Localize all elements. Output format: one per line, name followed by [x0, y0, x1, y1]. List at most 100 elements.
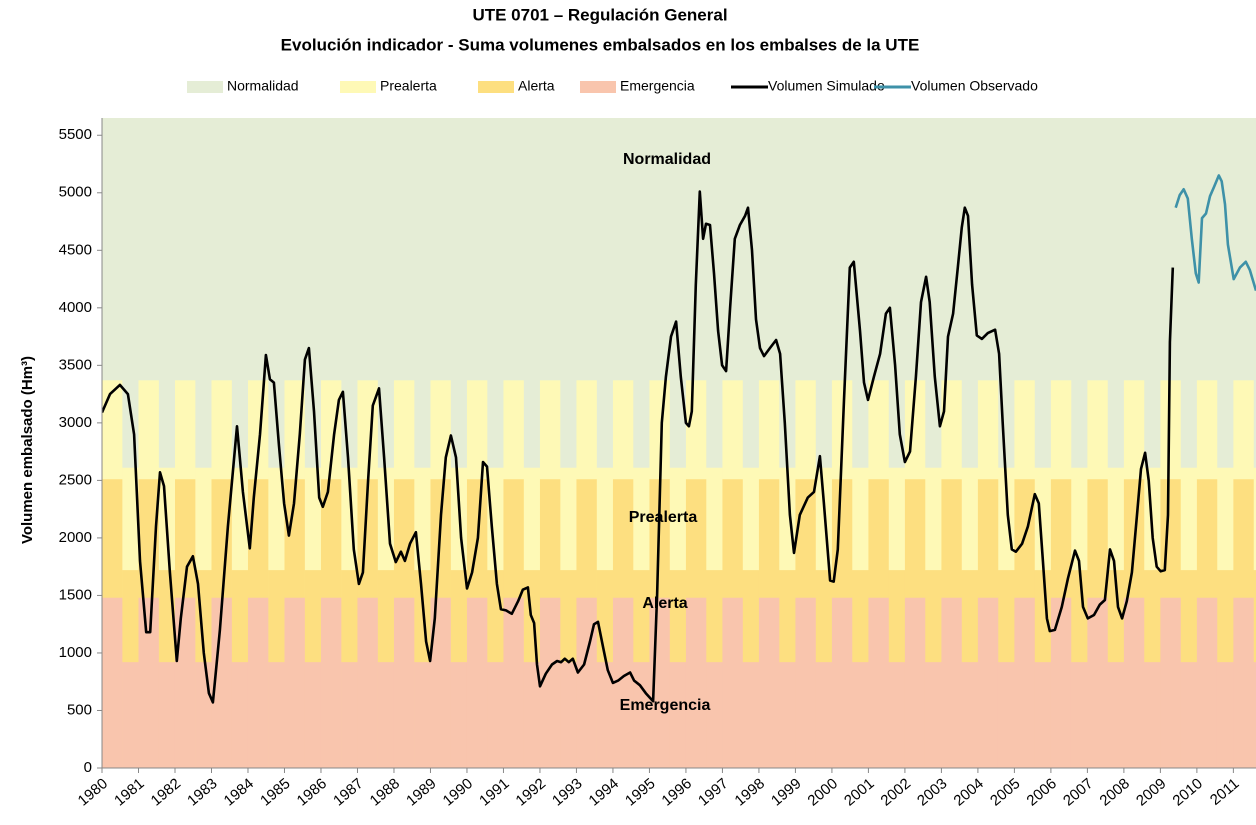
y-tick-label: 3000 [59, 414, 92, 431]
zone-band [1180, 662, 1198, 768]
zone-band [487, 662, 504, 768]
x-tick-label: 1996 [659, 775, 695, 809]
x-tick-label: 2006 [1024, 775, 1060, 809]
zone-band [706, 662, 723, 768]
zone-band [831, 597, 853, 768]
zone-band [195, 662, 212, 768]
y-tick-label: 0 [84, 759, 92, 776]
zone-band [247, 597, 269, 768]
x-tick-label: 1990 [440, 775, 476, 809]
zone-band [231, 662, 249, 768]
zone-band [669, 662, 687, 768]
zone-band [815, 662, 833, 768]
zone-band [633, 662, 650, 768]
zone-band [1014, 597, 1035, 768]
x-tick-label: 1997 [695, 775, 731, 809]
zone-band [596, 662, 614, 768]
y-tick-label: 500 [67, 701, 92, 718]
zone-band [1196, 597, 1218, 768]
x-tick-label: 1989 [403, 775, 439, 809]
zone-band [523, 662, 541, 768]
legend-swatch [187, 81, 223, 93]
zone-band [1070, 662, 1088, 768]
chart-title: UTE 0701 – Regulación General [472, 5, 727, 24]
zone-band [649, 597, 670, 768]
x-tick-label: 1981 [111, 775, 147, 809]
legend-label: Prealerta [380, 78, 437, 94]
x-tick-label: 1998 [732, 775, 768, 809]
zone-band [138, 597, 159, 768]
legend-swatch [580, 81, 616, 93]
zone-band [341, 662, 358, 768]
zone-band [868, 597, 889, 768]
x-tick-label: 1992 [513, 775, 549, 809]
x-tick-label: 2001 [841, 775, 877, 809]
legend-label: Normalidad [227, 78, 299, 94]
zone-band [414, 662, 431, 768]
zone-band [888, 662, 906, 768]
zone-band [1143, 662, 1161, 768]
x-tick-label: 1983 [184, 775, 220, 809]
legend-label: Alerta [518, 78, 555, 94]
zone-band [357, 597, 378, 768]
zone-band [1107, 662, 1125, 768]
zone-band [466, 597, 488, 768]
zone-band [1123, 597, 1145, 768]
legend-label: Volumen Simulado [768, 78, 885, 94]
data-line [102, 190, 1175, 704]
zone-band [450, 662, 468, 768]
x-tick-label: 2007 [1060, 775, 1096, 809]
x-tick-label: 2008 [1097, 775, 1133, 809]
x-tick-label: 2005 [987, 775, 1023, 809]
zone-band [377, 662, 395, 768]
x-tick-label: 1999 [768, 775, 804, 809]
legend-swatch [340, 81, 376, 93]
data-line [1174, 174, 1256, 291]
y-tick-label: 2000 [59, 529, 92, 546]
zone-band [539, 597, 561, 768]
zone-band [1160, 597, 1181, 768]
y-axis-title: Volumen embalsado (Hm³) [19, 356, 36, 544]
legend-label: Emergencia [620, 78, 695, 94]
zone-band [758, 597, 780, 768]
x-tick-label: 1995 [622, 775, 658, 809]
x-tick-label: 1986 [294, 775, 330, 809]
zone-band [997, 662, 1015, 768]
zone-band [742, 662, 760, 768]
x-tick-label: 1988 [367, 775, 403, 809]
y-tick-label: 3500 [59, 356, 92, 373]
zone-band [941, 597, 962, 768]
zone-band [722, 597, 743, 768]
zone-band [778, 662, 796, 768]
x-tick-label: 1980 [75, 775, 111, 809]
y-tick-label: 4500 [59, 241, 92, 258]
zone-label: Normalidad [623, 151, 711, 168]
zone-band [795, 597, 816, 768]
zone-band [685, 597, 707, 768]
zone-band [851, 662, 869, 768]
zone-band [977, 597, 999, 768]
zone-band [158, 662, 176, 768]
x-tick-label: 1993 [549, 775, 585, 809]
zones [102, 118, 1256, 768]
zone-label: Emergencia [620, 697, 711, 714]
x-tick-label: 1985 [257, 775, 293, 809]
zone-band [1087, 597, 1108, 768]
zone-band [102, 597, 123, 768]
y-tick-label: 5500 [59, 126, 92, 143]
x-tick-label: 1982 [148, 775, 184, 809]
zone-band [284, 597, 305, 768]
y-tick-label: 2500 [59, 471, 92, 488]
zone-band [503, 597, 524, 768]
zone-band [612, 597, 634, 768]
zone-band [268, 662, 285, 768]
x-tick-label: 2002 [878, 775, 914, 809]
x-tick-label: 1991 [476, 775, 512, 809]
zone-band [961, 662, 979, 768]
x-tick-label: 2000 [805, 775, 841, 809]
zone-band [924, 662, 942, 768]
zone-band [304, 662, 322, 768]
zone-label: Alerta [642, 595, 687, 612]
zone-band [576, 597, 597, 768]
